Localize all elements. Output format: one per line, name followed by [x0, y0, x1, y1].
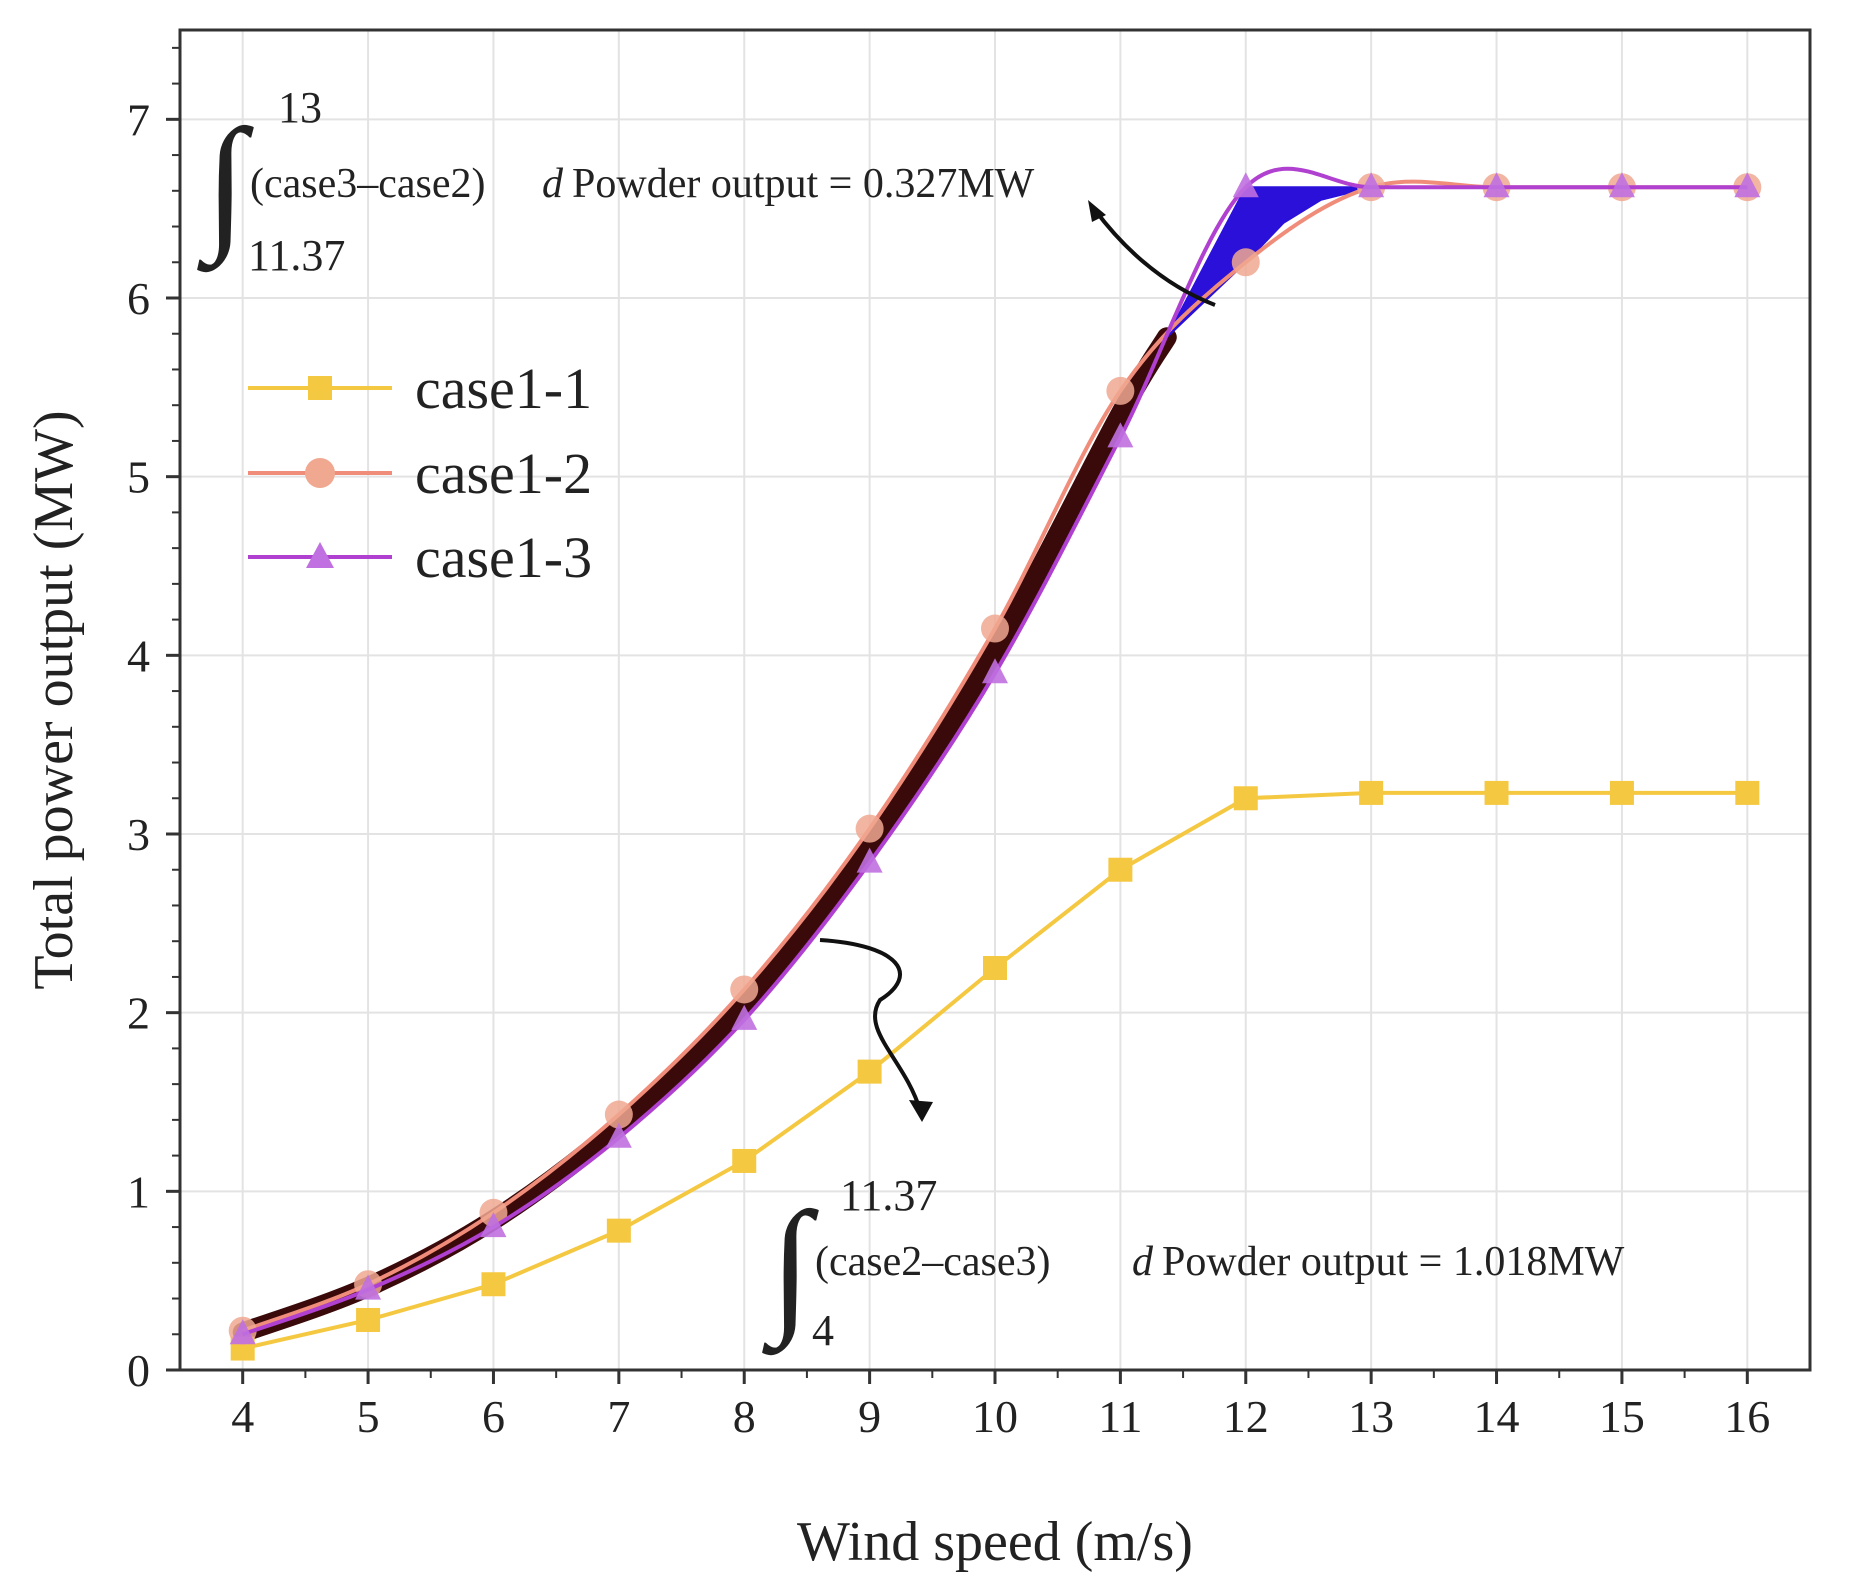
x-tick-label: 11: [1098, 1391, 1142, 1442]
data-point-case1-3: [856, 847, 883, 873]
annotation-upper-text: Powder output = 0.327MW: [572, 161, 1035, 207]
annotation-lower-upper-limit: 11.37: [840, 1171, 937, 1220]
integral-sign-icon: ∫: [197, 99, 254, 273]
annotation-lower-integrand: (case2–case3): [815, 1239, 1051, 1285]
data-point-case1-3: [1608, 172, 1635, 198]
x-tick-label: 7: [607, 1391, 630, 1442]
annotation-upper-differential: d: [542, 161, 564, 207]
data-point-case1-2: [855, 814, 884, 843]
annotation-upper: ∫ 13 11.37 (case3–case2) d Powder output…: [197, 83, 1216, 307]
x-axis-title: Wind speed (m/s): [797, 1511, 1193, 1573]
annotation-upper-upper-limit: 13: [278, 83, 322, 132]
data-point-case1-2: [730, 975, 759, 1004]
data-point-case1-3: [229, 1319, 256, 1345]
integral-band: [232, 327, 1177, 1343]
data-point-case1-3: [480, 1212, 507, 1238]
y-tick-label: 6: [127, 273, 150, 324]
legend-marker-square: [308, 376, 332, 400]
annotation-lower-text: Powder output = 1.018MW: [1162, 1239, 1625, 1285]
legend-entry-case1-2: case1-2: [248, 441, 592, 506]
x-tick-label: 16: [1724, 1391, 1770, 1442]
annotation-lower-arrow: [819, 938, 922, 1111]
data-point-case1-3: [731, 1004, 758, 1030]
data-point-case1-1: [857, 1059, 882, 1084]
x-tick-label: 5: [357, 1391, 380, 1442]
legend-marker-triangle: [306, 542, 334, 568]
y-axis-title: Total power output (MW): [23, 410, 85, 989]
y-tick-label: 0: [127, 1345, 150, 1396]
data-point-case1-3: [1107, 422, 1134, 448]
data-point-case1-3: [1734, 172, 1761, 198]
legend-label-case1-1: case1-1: [415, 356, 592, 421]
annotation-lower-arrowhead: [909, 1100, 933, 1122]
data-point-case1-1: [1233, 786, 1258, 811]
legend-entry-case1-1: case1-1: [248, 356, 592, 421]
data-point-case1-3: [1232, 172, 1259, 198]
data-point-case1-1: [606, 1218, 631, 1243]
data-point-case1-3: [982, 658, 1008, 684]
data-point-case1-3: [355, 1274, 382, 1300]
data-point-case1-1: [1609, 780, 1634, 805]
y-tick-label: 5: [127, 452, 150, 503]
data-point-case1-1: [983, 956, 1007, 980]
x-tick-label: 13: [1348, 1391, 1394, 1442]
data-point-case1-1: [356, 1307, 381, 1332]
legend-label-case1-3: case1-3: [415, 525, 592, 590]
data-point-case1-2: [604, 1100, 633, 1129]
annotation-lower-differential: d: [1132, 1239, 1154, 1285]
annotation-lower-lower-limit: 4: [812, 1306, 834, 1355]
data-point-case1-1: [732, 1148, 757, 1173]
y-tick-label: 7: [127, 94, 150, 145]
legend-marker-circle: [305, 458, 335, 488]
legend-entry-case1-3: case1-3: [248, 525, 592, 590]
y-tick-label: 1: [127, 1166, 150, 1217]
data-point-case1-2: [1106, 376, 1135, 405]
data-point-case1-1: [1359, 780, 1384, 805]
x-tick-label: 8: [733, 1391, 756, 1442]
y-tick-label: 3: [127, 809, 150, 860]
annotation-lower: ∫ 11.37 4 (case2–case3) d Powder output …: [762, 938, 1625, 1356]
legend: case1-1 case1-2 case1-3: [248, 356, 592, 590]
annotation-upper-arrowhead: [1088, 200, 1106, 222]
data-point-case1-3: [605, 1122, 632, 1148]
annotation-upper-integrand: (case3–case2): [250, 161, 486, 207]
annotation-upper-lower-limit: 11.37: [248, 231, 345, 280]
y-tick-label: 4: [127, 630, 150, 681]
annotation-upper-arrow: [1093, 208, 1216, 307]
x-tick-label: 15: [1599, 1391, 1645, 1442]
series-layer: [228, 166, 1762, 1361]
x-tick-label: 4: [231, 1391, 254, 1442]
data-point-case1-1: [1484, 780, 1509, 805]
x-tick-label: 10: [972, 1391, 1018, 1442]
data-point-case1-3: [1358, 172, 1385, 198]
x-tick-label: 12: [1223, 1391, 1269, 1442]
x-tick-label: 9: [858, 1391, 881, 1442]
integral-sign-icon: ∫: [762, 1182, 819, 1356]
x-tick-label: 6: [482, 1391, 505, 1442]
data-point-case1-2: [981, 614, 1009, 643]
y-tick-label: 2: [127, 988, 150, 1039]
data-point-case1-2: [1231, 248, 1260, 277]
ticks-layer: [166, 46, 1749, 1384]
data-point-case1-1: [1108, 857, 1133, 882]
legend-label-case1-2: case1-2: [415, 441, 592, 506]
data-point-case1-1: [1735, 780, 1760, 805]
data-point-case1-3: [1483, 172, 1510, 198]
data-point-case1-1: [481, 1272, 506, 1297]
x-tick-label: 14: [1474, 1391, 1520, 1442]
